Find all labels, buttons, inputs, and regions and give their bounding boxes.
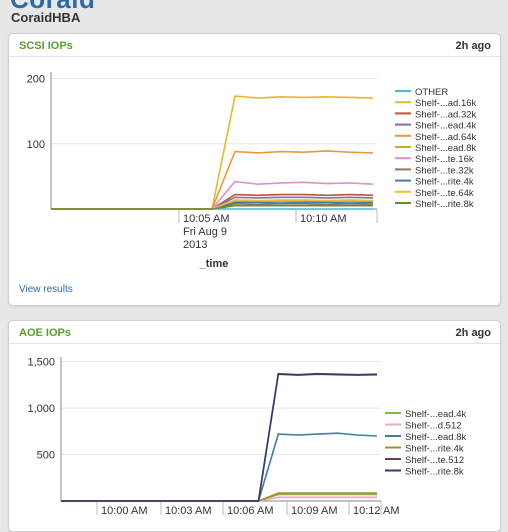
x-tick-label: 10:09 AM — [291, 505, 337, 517]
series-line — [61, 373, 378, 502]
panel-title: SCSI IOPs — [19, 40, 73, 52]
series-line — [61, 432, 378, 502]
panel-divider — [9, 56, 500, 57]
time-range-label: 2h ago — [455, 327, 491, 339]
x-axis-title: _time — [199, 258, 229, 270]
panel-title: AOE IOPs — [19, 327, 71, 339]
y-tick-label: 200 — [27, 74, 45, 86]
legend-label: Shelf-...rite.4k — [405, 444, 464, 455]
legend-label: Shelf-...te.16k — [415, 154, 474, 165]
legend-label: Shelf-...ad.64k — [415, 132, 477, 143]
legend-label: Shelf-...ad.16k — [415, 98, 477, 109]
legend-label: Shelf-...rite.4k — [415, 177, 474, 188]
legend-label: Shelf-...d.512 — [405, 421, 462, 432]
series-line — [51, 204, 373, 210]
y-tick-label: 1,500 — [27, 357, 55, 369]
app-name: CoraidHBA — [11, 10, 81, 25]
x-tick-label: 10:06 AM — [227, 505, 273, 517]
legend-label: Shelf-...rite.8k — [405, 467, 464, 478]
aoe-iops-chart: 1,500 1,000 500 10:00 AM 10:03 AM 10:06 AM 10:… — [27, 357, 467, 517]
legend-label: Shelf-...ead.8k — [415, 143, 477, 154]
legend-label: Shelf-...te.64k — [415, 188, 474, 199]
y-tick-label: 1,000 — [27, 403, 55, 415]
scsi-iops-panel: SCSI IOPs 2h ago 200 100 10:05 AM Fri Aug 9… — [8, 33, 501, 306]
legend-label: Shelf-...te.512 — [405, 455, 464, 466]
scsi-iops-chart: 200 100 10:05 AM Fri Aug 9 2013 10:10 AM _time… — [27, 72, 477, 270]
x-tick-label: 10:03 AM — [165, 505, 211, 517]
x-tick-label: 10:00 AM — [101, 505, 147, 517]
legend-label: Shelf-...ead.8k — [405, 432, 467, 443]
legend-label: Shelf-...ead.4k — [415, 121, 477, 132]
legend-label: Shelf-...ead.4k — [405, 409, 467, 420]
legend-label: Shelf-...rite.8k — [415, 199, 474, 210]
x-tick-label: 10:10 AM — [300, 213, 346, 225]
aoe-iops-panel: AOE IOPs 2h ago 1,500 1,000 500 10:00 AM 10:… — [8, 320, 501, 532]
x-tick-label: 10:05 AM Fri Aug 9 2013 — [183, 213, 229, 251]
time-range-label: 2h ago — [455, 40, 491, 52]
panel-divider — [9, 343, 500, 344]
legend-label: Shelf-...ad.32k — [415, 109, 477, 120]
legend-label: OTHER — [415, 87, 448, 98]
brand-logo: Coraid — [10, 0, 95, 12]
y-tick-label: 500 — [37, 450, 55, 462]
view-results-link[interactable]: View results — [19, 284, 73, 295]
y-tick-label: 100 — [27, 139, 45, 151]
legend-label: Shelf-...te.32k — [415, 165, 474, 176]
x-tick-label: 10:12 AM — [353, 505, 399, 517]
series-line — [51, 95, 374, 210]
series-line — [61, 372, 378, 502]
